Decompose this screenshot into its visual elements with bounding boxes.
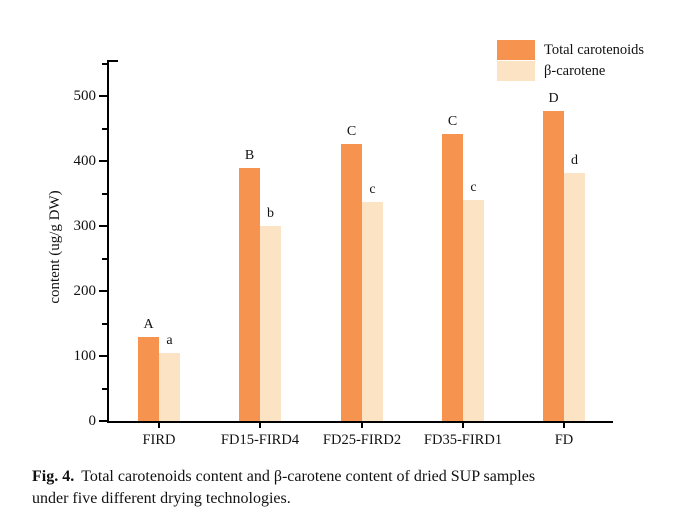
y-tick-label-200: 200	[73, 283, 97, 299]
bar-letter-FD25-FIRD2-C: C	[346, 124, 357, 140]
bar-letter-FD15-FIRD4-B: B	[244, 147, 255, 163]
y-minor-tick-450	[102, 127, 107, 130]
caption-text-line2: under five different drying technologies…	[32, 490, 291, 507]
legend-item-beta-carotene: β-carotene	[497, 61, 644, 81]
y-axis-line	[107, 60, 109, 423]
legend-swatch-beta-carotene	[497, 61, 535, 81]
y-tick-0	[99, 420, 107, 422]
bar-beta-carotene-FD35-FIRD1	[463, 200, 484, 421]
x-tick-label-FD15-FIRD4: FD15-FIRD4	[220, 432, 300, 448]
x-tick-FD	[563, 423, 565, 428]
legend-item-total-carotenoids: Total carotenoids	[497, 40, 644, 60]
bar-letter-FD35-FIRD1-c: c	[470, 180, 477, 195]
x-tick-FD25-FIRD2	[361, 423, 363, 428]
legend: Total carotenoids β-carotene	[497, 40, 644, 82]
bar-letter-FD25-FIRD2-c: c	[369, 181, 376, 197]
figure-caption: Fig. 4. Total carotenoids content and β-c…	[32, 466, 672, 510]
legend-label-total-carotenoids: Total carotenoids	[544, 42, 645, 58]
legend-swatch-total-carotenoids	[497, 40, 535, 60]
x-tick-FIRD	[158, 423, 160, 428]
y-tick-label-0: 0	[88, 413, 97, 429]
bar-letter-FD35-FIRD1-C: C	[447, 114, 458, 130]
caption-line-2: under five different drying technologies…	[32, 488, 672, 510]
y-axis-top-cap	[109, 60, 118, 62]
bar-letter-FIRD-A: A	[143, 316, 154, 332]
bar-total-carotenoids-FD25-FIRD2	[341, 144, 362, 421]
bar-beta-carotene-FD	[564, 172, 585, 421]
y-axis-title: content (ug/g DW)	[47, 190, 63, 304]
bar-total-carotenoids-FIRD	[138, 336, 159, 421]
bar-letter-FIRD-a: a	[166, 332, 173, 348]
x-tick-label-FIRD: FIRD	[142, 432, 176, 448]
caption-line-1: Fig. 4. Total carotenoids content and β-c…	[32, 466, 672, 488]
bar-total-carotenoids-FD	[543, 110, 564, 421]
y-tick-200	[99, 290, 107, 292]
y-tick-300	[99, 225, 107, 227]
bar-beta-carotene-FD25-FIRD2	[362, 201, 383, 421]
y-tick-label-100: 100	[73, 348, 97, 364]
y-minor-tick-350	[102, 192, 107, 195]
x-tick-label-FD25-FIRD2: FD25-FIRD2	[322, 432, 402, 448]
x-tick-label-FD35-FIRD1: FD35-FIRD1	[423, 432, 503, 448]
y-minor-tick-150	[102, 322, 107, 325]
y-tick-400	[99, 160, 107, 162]
bar-letter-FD15-FIRD4-b: b	[267, 206, 274, 221]
bar-letter-FD-D: D	[548, 90, 559, 106]
bar-total-carotenoids-FD35-FIRD1	[442, 134, 463, 421]
caption-label: Fig. 4.	[32, 468, 75, 485]
bar-beta-carotene-FIRD	[159, 352, 180, 422]
caption-text-line1: Total carotenoids content and β-carotene…	[81, 468, 536, 485]
bar-letter-FD-d: d	[571, 152, 578, 168]
y-tick-label-300: 300	[73, 218, 97, 234]
bar-chart: content (ug/g DW) Total carotenoids β-ca…	[47, 40, 644, 448]
legend-label-beta-carotene: β-carotene	[544, 63, 606, 79]
x-tick-FD15-FIRD4	[259, 423, 261, 428]
x-tick-label-FD: FD	[554, 432, 574, 448]
y-tick-label-500: 500	[73, 88, 97, 104]
y-minor-tick-550	[102, 62, 107, 65]
bar-total-carotenoids-FD15-FIRD4	[239, 167, 260, 421]
y-tick-label-400: 400	[73, 153, 97, 169]
bar-beta-carotene-FD15-FIRD4	[260, 226, 281, 421]
x-tick-FD35-FIRD1	[462, 423, 464, 428]
y-tick-500	[99, 95, 107, 97]
y-minor-tick-50	[102, 387, 107, 390]
x-axis-line	[107, 421, 613, 423]
y-minor-tick-250	[102, 257, 107, 260]
y-tick-100	[99, 355, 107, 357]
